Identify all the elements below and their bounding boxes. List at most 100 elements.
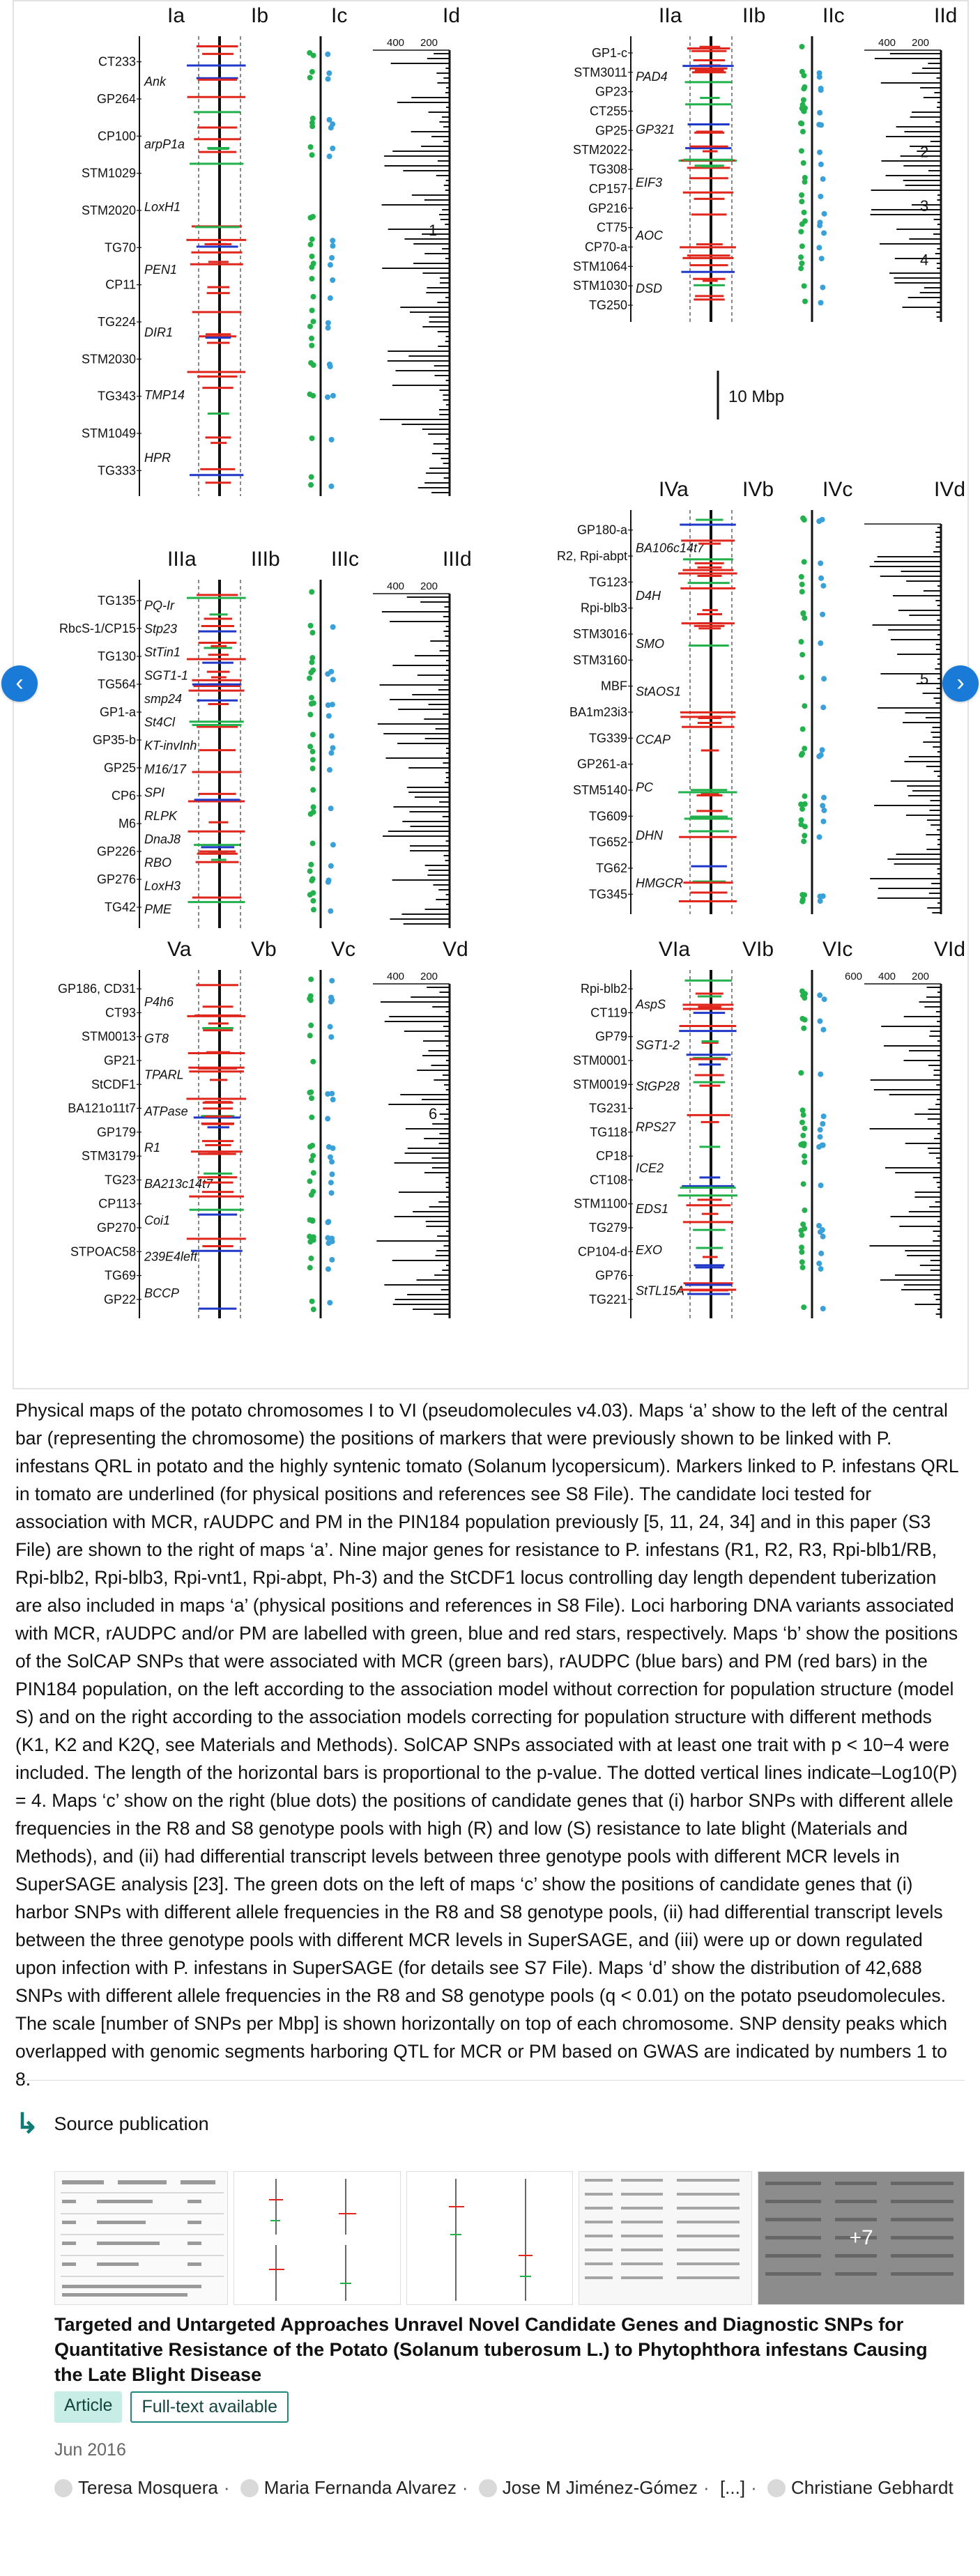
marker-label: STM2020 — [82, 203, 136, 217]
marker-label: STM1030 — [573, 279, 627, 293]
candidate-dot-green — [799, 651, 806, 658]
candidate-dot-green — [802, 1125, 808, 1132]
candidate-dot-green — [798, 801, 804, 808]
previous-figure-button[interactable]: ‹ — [1, 665, 38, 702]
candidate-locus-label: arpP1a — [144, 137, 185, 151]
marker-label: GP216 — [588, 201, 627, 215]
candidate-dot-green — [310, 1058, 316, 1065]
publication-date: Jun 2016 — [54, 2440, 126, 2460]
author-item[interactable]: Maria Fernanda Alvarez — [240, 2477, 457, 2498]
candidate-locus-label: PAD4 — [636, 70, 668, 84]
marker-label: TG343 — [98, 390, 136, 403]
candidate-dot-green — [799, 897, 806, 903]
marker-label: STM3016 — [573, 627, 627, 641]
candidate-locus-label: LoxH1 — [144, 200, 181, 214]
marker-label: STM1100 — [574, 1197, 627, 1211]
candidate-dot-blue — [329, 1090, 335, 1097]
marker-label: STM1049 — [82, 426, 136, 440]
candidate-dot-green — [801, 559, 807, 565]
figure-caption: Physical maps of the potato chromosomes … — [15, 1400, 958, 2090]
candidate-locus-label: P4h6 — [144, 995, 174, 1009]
thumbnail-figure-1[interactable] — [233, 2171, 401, 2305]
marker-label: TG345 — [589, 887, 627, 901]
candidate-dot-blue — [328, 998, 334, 1005]
more-authors-label: [...] — [719, 2477, 746, 2498]
candidate-dot-green — [799, 1107, 806, 1113]
candidate-dot-blue — [325, 394, 331, 400]
candidate-dot-green — [307, 323, 314, 330]
candidate-dot-green — [310, 787, 316, 793]
candidate-dot-green — [800, 160, 806, 166]
candidate-dot-green — [801, 1304, 807, 1311]
candidate-dot-green — [799, 1232, 805, 1238]
thumbnail-table-graphic — [55, 2172, 228, 2304]
candidate-dot-blue — [328, 908, 334, 914]
candidate-locus-label: D4H — [636, 589, 661, 603]
figure-image[interactable]: Ia Ib Ic Id 400 200 CT233 GP264 CP100 STM1029 STM2… — [13, 0, 969, 1389]
candidate-dot-green — [310, 52, 316, 59]
map-column-header: IIIc — [331, 548, 359, 571]
thumbnail-table[interactable] — [54, 2171, 229, 2305]
candidate-locus-label: Coi1 — [144, 1213, 170, 1227]
candidate-locus-label: LoxH3 — [144, 879, 181, 893]
marker-label: GP25 — [595, 123, 627, 137]
avatar — [54, 2479, 72, 2497]
candidate-dot-green — [308, 481, 314, 488]
marker-label: Rpi-blb2 — [581, 982, 627, 996]
candidate-dot-blue — [817, 149, 823, 155]
marker-label: TG42 — [105, 900, 136, 914]
candidate-dot-green — [802, 833, 808, 839]
thumbnail-table-2[interactable] — [579, 2171, 753, 2305]
candidate-dot-blue — [325, 1116, 331, 1122]
candidate-locus-label: EDS1 — [636, 1202, 668, 1216]
author-item[interactable]: Teresa Mosquera — [54, 2477, 218, 2498]
author-item[interactable]: Christiane Gebhardt — [767, 2477, 954, 2498]
marker-label: RbcS-1/CP15 — [59, 622, 136, 635]
candidate-dot-blue — [820, 1233, 826, 1240]
candidate-dot-blue — [325, 320, 331, 326]
candidate-locus-label: PC — [636, 780, 654, 794]
more-authors[interactable]: [...] — [720, 2477, 745, 2498]
candidate-locus-label: KT-invInh — [144, 739, 197, 753]
publication-title[interactable]: Targeted and Untargeted Approaches Unrav… — [54, 2314, 928, 2385]
candidate-dot-blue — [328, 805, 334, 812]
thumbnail-figure-2[interactable] — [406, 2171, 574, 2305]
candidate-dot-blue — [821, 996, 827, 1003]
chromosome-maps-figure: Ia Ib Ic Id 400 200 CT233 GP264 CP100 STM1029 STM2… — [58, 4, 965, 1318]
candidate-dot-green — [799, 1119, 805, 1125]
candidate-dot-blue — [330, 238, 336, 244]
candidate-dot-green — [799, 1259, 805, 1265]
author-name: Jose M Jiménez-Gómez — [502, 2477, 698, 2498]
candidate-dot-green — [799, 1265, 806, 1271]
marker-label: TG123 — [589, 575, 627, 589]
next-figure-button[interactable]: › — [942, 665, 979, 702]
candidate-dot-green — [309, 307, 315, 314]
source-publication-link[interactable]: ↳ Source publication — [15, 2110, 209, 2138]
candidate-dot-blue — [818, 300, 824, 306]
author-item[interactable]: Jose M Jiménez-Gómez — [478, 2477, 698, 2498]
full-text-available-badge[interactable]: Full-text available — [130, 2391, 289, 2423]
candidate-locus-label: StAOS1 — [636, 685, 681, 699]
candidate-dot-green — [799, 243, 805, 249]
candidate-dot-green — [801, 517, 807, 523]
publication-thumbnails[interactable]: +7 — [54, 2171, 965, 2305]
marker-label: TG135 — [98, 594, 136, 608]
candidate-dot-green — [309, 236, 315, 242]
candidate-dot-blue — [816, 70, 822, 76]
candidate-dot-green — [307, 1178, 313, 1185]
thumbnail-more[interactable]: +7 — [758, 2171, 965, 2305]
candidate-dot-blue — [330, 624, 336, 630]
snp-peak-number: 2 — [920, 144, 928, 161]
scale-tick-label: 200 — [420, 580, 438, 592]
candidate-dot-green — [799, 68, 805, 75]
candidate-dot-green — [307, 743, 314, 750]
marker-label: GP270 — [97, 1221, 136, 1235]
candidate-locus-label: PQ-Ir — [144, 599, 175, 612]
candidate-dot-blue — [820, 1120, 826, 1127]
marker-label: GP21 — [104, 1054, 136, 1067]
candidate-locus-label: St4Cl — [144, 716, 176, 730]
candidate-dot-blue — [818, 575, 825, 581]
map-column-header: IVb — [742, 478, 774, 501]
marker-label: CP157 — [589, 182, 627, 196]
candidate-dot-green — [800, 610, 806, 616]
